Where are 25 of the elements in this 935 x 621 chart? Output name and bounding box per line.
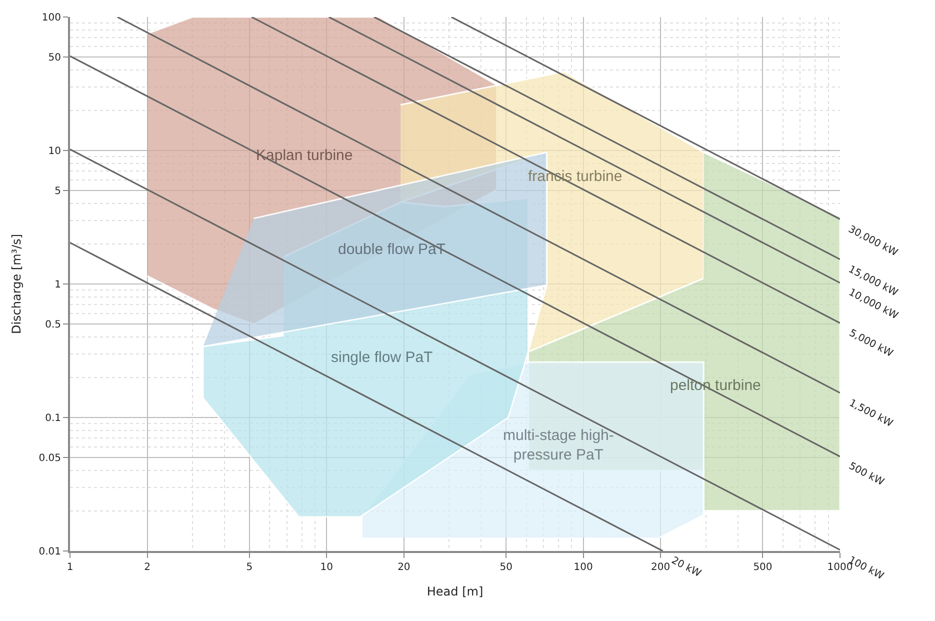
- series-label: single flow PaT: [331, 349, 433, 366]
- y-tick-label: 1: [54, 280, 61, 290]
- x-tick-label: 100: [574, 562, 593, 573]
- x-tick-label: 20: [398, 562, 410, 573]
- series-label: double flow PaT: [338, 241, 446, 258]
- y-tick-label: 100: [42, 12, 61, 24]
- y-tick-label: 0.01: [38, 546, 61, 558]
- x-tick-label: 5: [246, 562, 253, 573]
- series-label: multi-stage high- pressure PaT: [503, 427, 614, 464]
- x-tick-label: 10: [320, 562, 334, 573]
- y-tick-label: 0.05: [38, 453, 61, 464]
- x-axis-title: Head [m]: [426, 584, 484, 598]
- y-tick-label: 0.1: [45, 413, 61, 424]
- text: 20 kW: [670, 555, 703, 580]
- text: 500 kW: [846, 460, 886, 488]
- x-tick-label: 1: [66, 562, 74, 573]
- y-tick-label: 50: [48, 52, 61, 64]
- y-tick-label: 10: [48, 146, 61, 157]
- x-tick-label: 50: [500, 562, 512, 573]
- y-tick-label: 5: [54, 186, 61, 198]
- y-tick-label: 0.5: [45, 320, 61, 331]
- y-axis-title: Discharge [m³/s]: [10, 234, 24, 334]
- x-tick-label: 2: [144, 562, 150, 573]
- x-tick-label: 200: [651, 562, 670, 573]
- x-tick-label: 500: [753, 562, 772, 573]
